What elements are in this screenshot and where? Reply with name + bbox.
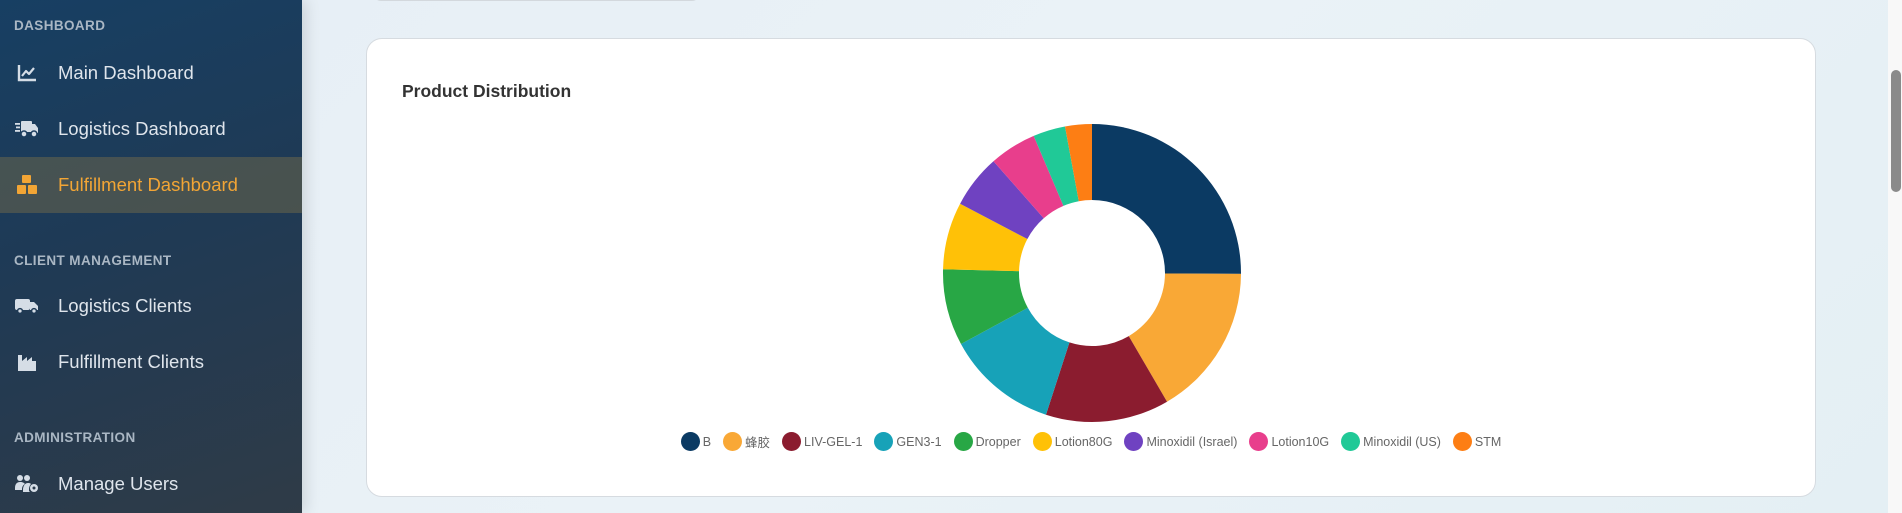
- legend-label: 蜂胶: [745, 436, 771, 450]
- legend-swatch: [723, 432, 743, 451]
- legend-item[interactable]: Lotion10G: [1249, 432, 1329, 451]
- sidebar-item-logistics-dashboard[interactable]: Logistics Dashboard: [0, 101, 302, 157]
- sidebar-item-label: Logistics Dashboard: [58, 118, 226, 139]
- legend-item[interactable]: 蜂胶: [723, 432, 770, 451]
- donut-slice[interactable]: [1065, 124, 1092, 202]
- legend-label: Minoxidil (US): [1363, 434, 1441, 449]
- donut-slice[interactable]: [1045, 336, 1168, 422]
- legend-label: LIV-GEL-1: [804, 434, 863, 449]
- section-title-client-management: CLIENT MANAGEMENT: [14, 253, 172, 268]
- legend-item[interactable]: Minoxidil (US): [1341, 432, 1441, 451]
- users-cog-icon: [15, 474, 39, 494]
- legend-label: STM: [1474, 434, 1502, 449]
- legend-swatch: [680, 432, 700, 451]
- legend-item[interactable]: GEN3-1: [874, 432, 942, 451]
- filter-input[interactable]: [373, 0, 700, 1]
- sidebar-item-logistics-clients[interactable]: Logistics Clients: [0, 278, 302, 334]
- legend-item[interactable]: LIV-GEL-1: [782, 432, 862, 451]
- section-title-administration: ADMINISTRATION: [14, 430, 136, 445]
- legend-label: GEN3-1: [896, 434, 942, 449]
- shipping-fast-icon: [15, 119, 39, 139]
- legend-item[interactable]: Lotion80G: [1032, 432, 1113, 451]
- legend-swatch: [1341, 432, 1361, 451]
- donut-slice[interactable]: [943, 269, 1028, 344]
- sidebar-item-label: Logistics Clients: [58, 295, 192, 316]
- chart-legend: B 蜂胶 LIV-GEL-1 GEN3-1 Dropper Lotion80G Minoxi…: [367, 432, 1815, 451]
- sidebar-item-fulfillment-dashboard[interactable]: Fulfillment Dashboard: [0, 157, 302, 213]
- product-distribution-card: Product Distribution B 蜂胶 LIV-GEL-1 GEN3-1 D…: [366, 38, 1816, 497]
- scrollbar-thumb[interactable]: [1891, 70, 1901, 192]
- sidebar-item-fulfillment-clients[interactable]: Fulfillment Clients: [0, 334, 302, 390]
- sidebar-item-label: Fulfillment Clients: [58, 351, 204, 372]
- legend-item[interactable]: Dropper: [953, 432, 1021, 451]
- section-title-dashboard: DASHBOARD: [14, 18, 106, 33]
- legend-swatch: [782, 432, 802, 451]
- legend-swatch: [1124, 432, 1144, 451]
- card-title: Product Distribution: [402, 81, 572, 101]
- legend-item[interactable]: STM: [1452, 432, 1502, 451]
- legend-item[interactable]: Minoxidil (Israel): [1124, 432, 1237, 451]
- legend-label: Minoxidil (Israel): [1146, 434, 1238, 449]
- donut-slice[interactable]: [960, 307, 1070, 415]
- chart-line-icon: [15, 63, 39, 83]
- sidebar-item-main-dashboard[interactable]: Main Dashboard: [0, 45, 302, 101]
- legend-swatch: [1452, 432, 1472, 451]
- sidebar-item-label: Manage Users: [58, 473, 179, 494]
- sidebar-item-label: Fulfillment Dashboard: [58, 174, 238, 195]
- donut-slice[interactable]: [960, 161, 1044, 240]
- sidebar: DASHBOARD Main Dashboard Logistics Dashb…: [0, 0, 302, 513]
- legend-label: B: [702, 434, 712, 449]
- legend-item[interactable]: B: [680, 432, 712, 451]
- donut-chart[interactable]: [942, 123, 1242, 423]
- legend-swatch: [953, 432, 973, 451]
- sidebar-item-label: Main Dashboard: [58, 62, 194, 83]
- donut-slice[interactable]: [993, 135, 1064, 219]
- legend-label: Dropper: [975, 434, 1021, 449]
- donut-slice[interactable]: [1092, 124, 1241, 274]
- donut-slice[interactable]: [1128, 273, 1241, 402]
- legend-swatch: [1032, 432, 1052, 451]
- truck-icon: [15, 296, 39, 316]
- legend-swatch: [1249, 432, 1269, 451]
- industry-icon: [15, 352, 39, 372]
- legend-swatch: [874, 432, 894, 451]
- legend-label: Lotion80G: [1054, 434, 1113, 449]
- sidebar-item-manage-users[interactable]: Manage Users: [0, 456, 302, 512]
- boxes-icon: [15, 175, 39, 195]
- donut-slice[interactable]: [943, 203, 1028, 272]
- legend-label: Lotion10G: [1271, 434, 1330, 449]
- donut-slice[interactable]: [1033, 126, 1079, 206]
